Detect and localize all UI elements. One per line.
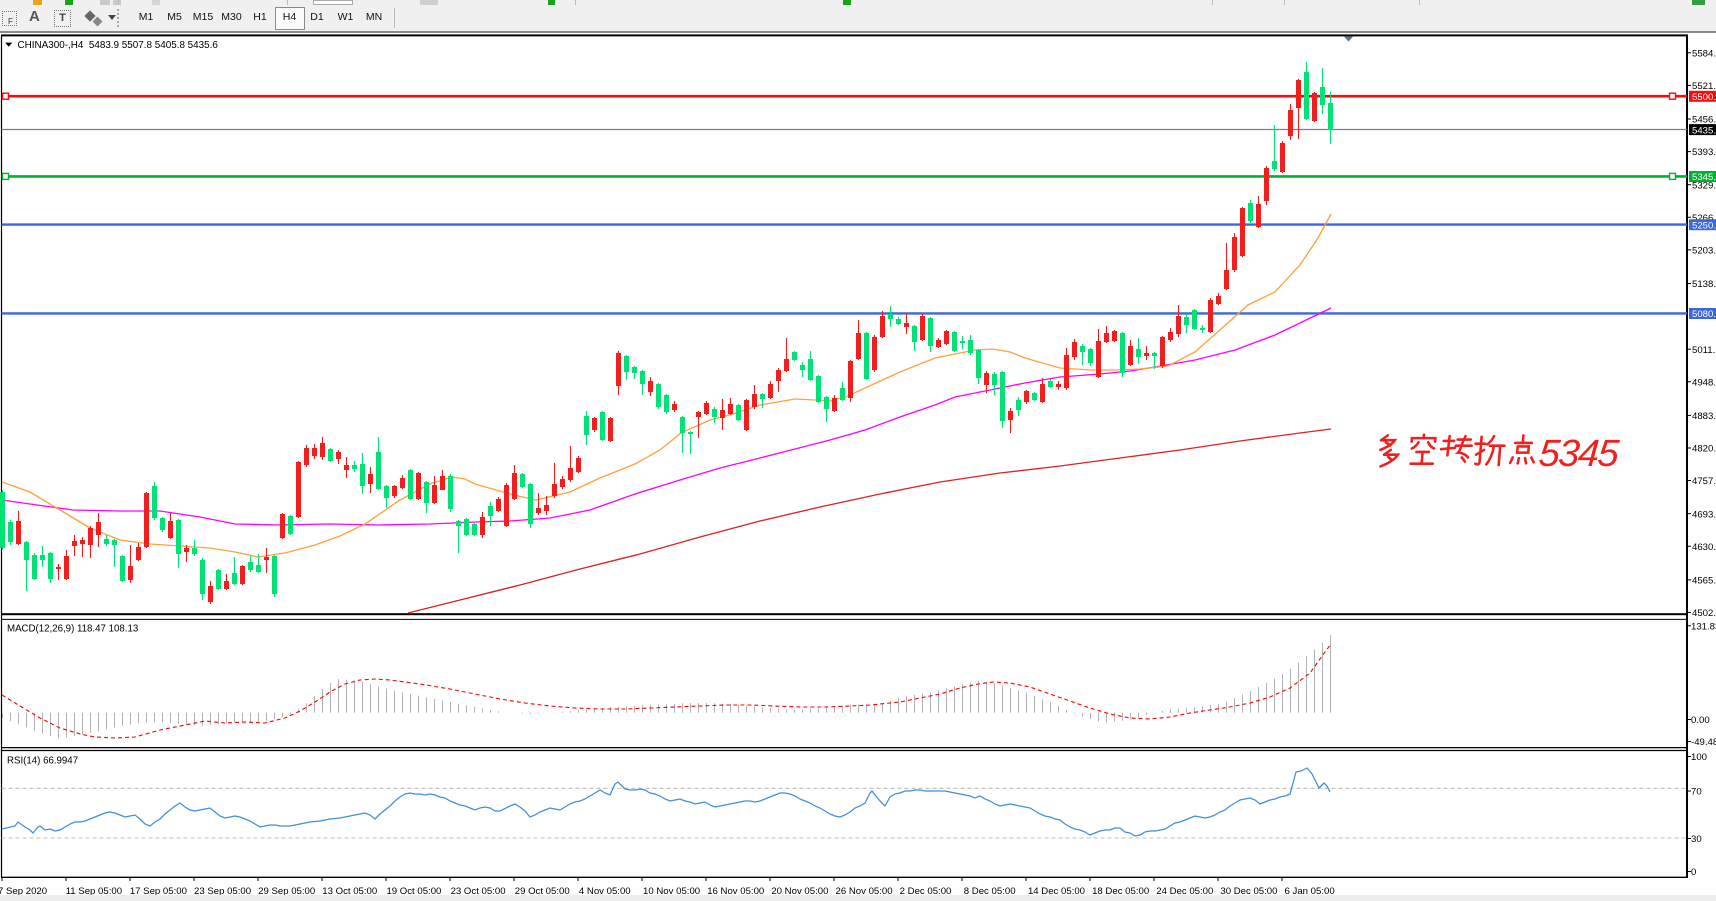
svg-text:26 Nov 05:00: 26 Nov 05:00 bbox=[836, 886, 893, 897]
svg-text:7 Sep 2020: 7 Sep 2020 bbox=[0, 886, 47, 897]
svg-text:23 Sep 05:00: 23 Sep 05:00 bbox=[194, 886, 251, 897]
svg-text:5345.: 5345. bbox=[1692, 172, 1716, 183]
svg-text:4757.: 4757. bbox=[1692, 476, 1716, 487]
svg-text:100: 100 bbox=[1691, 752, 1707, 763]
svg-text:30 Dec 05:00: 30 Dec 05:00 bbox=[1220, 886, 1277, 897]
svg-text:0: 0 bbox=[1691, 867, 1696, 878]
svg-text:8 Dec 05:00: 8 Dec 05:00 bbox=[964, 886, 1016, 897]
svg-text:70: 70 bbox=[1691, 787, 1702, 798]
svg-text:29 Oct 05:00: 29 Oct 05:00 bbox=[515, 886, 570, 897]
svg-text:30: 30 bbox=[1691, 834, 1702, 845]
svg-text:5266.: 5266. bbox=[1692, 213, 1716, 224]
svg-text:5011.: 5011. bbox=[1692, 345, 1715, 356]
svg-text:5080.: 5080. bbox=[1692, 309, 1716, 320]
svg-text:19 Oct 05:00: 19 Oct 05:00 bbox=[386, 886, 441, 897]
svg-text:5393.: 5393. bbox=[1692, 147, 1716, 158]
svg-text:18 Dec 05:00: 18 Dec 05:00 bbox=[1092, 886, 1149, 897]
svg-text:13 Oct 05:00: 13 Oct 05:00 bbox=[322, 886, 377, 897]
svg-text:5138.: 5138. bbox=[1692, 279, 1716, 290]
svg-text:4 Nov 05:00: 4 Nov 05:00 bbox=[579, 886, 631, 897]
svg-text:4948.: 4948. bbox=[1692, 377, 1716, 388]
svg-text:5203.: 5203. bbox=[1692, 245, 1716, 256]
svg-text:5584.: 5584. bbox=[1692, 48, 1716, 59]
svg-text:0.00: 0.00 bbox=[1691, 715, 1710, 726]
svg-text:10 Nov 05:00: 10 Nov 05:00 bbox=[643, 886, 700, 897]
svg-text:CHINA300-,H4 5483.9 5507.8 54: CHINA300-,H4 5483.9 5507.8 5405.8 5435.6 bbox=[18, 40, 219, 51]
svg-text:4630.: 4630. bbox=[1692, 542, 1716, 553]
svg-text:MACD(12,26,9) 118.47 108.13: MACD(12,26,9) 118.47 108.13 bbox=[7, 624, 138, 635]
svg-text:14 Dec 05:00: 14 Dec 05:00 bbox=[1028, 886, 1085, 897]
svg-text:2 Dec 05:00: 2 Dec 05:00 bbox=[900, 886, 952, 897]
svg-text:11 Sep 05:00: 11 Sep 05:00 bbox=[66, 886, 122, 897]
svg-text:5435.: 5435. bbox=[1692, 125, 1716, 136]
svg-text:5345: 5345 bbox=[1537, 433, 1621, 475]
svg-text:5521.: 5521. bbox=[1692, 81, 1716, 92]
svg-text:29 Sep 05:00: 29 Sep 05:00 bbox=[258, 886, 315, 897]
svg-text:20 Nov 05:00: 20 Nov 05:00 bbox=[771, 886, 828, 897]
svg-text:4693.: 4693. bbox=[1692, 509, 1716, 520]
svg-text:4565.: 4565. bbox=[1692, 575, 1716, 586]
svg-text:5456.: 5456. bbox=[1692, 115, 1716, 126]
svg-text:-49.48: -49.48 bbox=[1691, 737, 1716, 748]
svg-text:RSI(14) 66.9947: RSI(14) 66.9947 bbox=[7, 756, 78, 767]
svg-text:4883.: 4883. bbox=[1692, 411, 1716, 422]
svg-text:5250.: 5250. bbox=[1692, 220, 1716, 231]
svg-text:4502.: 4502. bbox=[1692, 608, 1716, 619]
svg-text:5500.: 5500. bbox=[1692, 92, 1716, 103]
svg-text:5329.: 5329. bbox=[1692, 180, 1716, 191]
svg-text:6 Jan 05:00: 6 Jan 05:00 bbox=[1285, 886, 1335, 897]
svg-text:24 Dec 05:00: 24 Dec 05:00 bbox=[1156, 886, 1213, 897]
svg-text:17 Sep 05:00: 17 Sep 05:00 bbox=[130, 886, 187, 897]
svg-text:23 Oct 05:00: 23 Oct 05:00 bbox=[451, 886, 506, 897]
svg-text:4820.: 4820. bbox=[1692, 444, 1716, 455]
svg-text:16 Nov 05:00: 16 Nov 05:00 bbox=[707, 886, 764, 897]
svg-text:131.83: 131.83 bbox=[1691, 621, 1716, 632]
